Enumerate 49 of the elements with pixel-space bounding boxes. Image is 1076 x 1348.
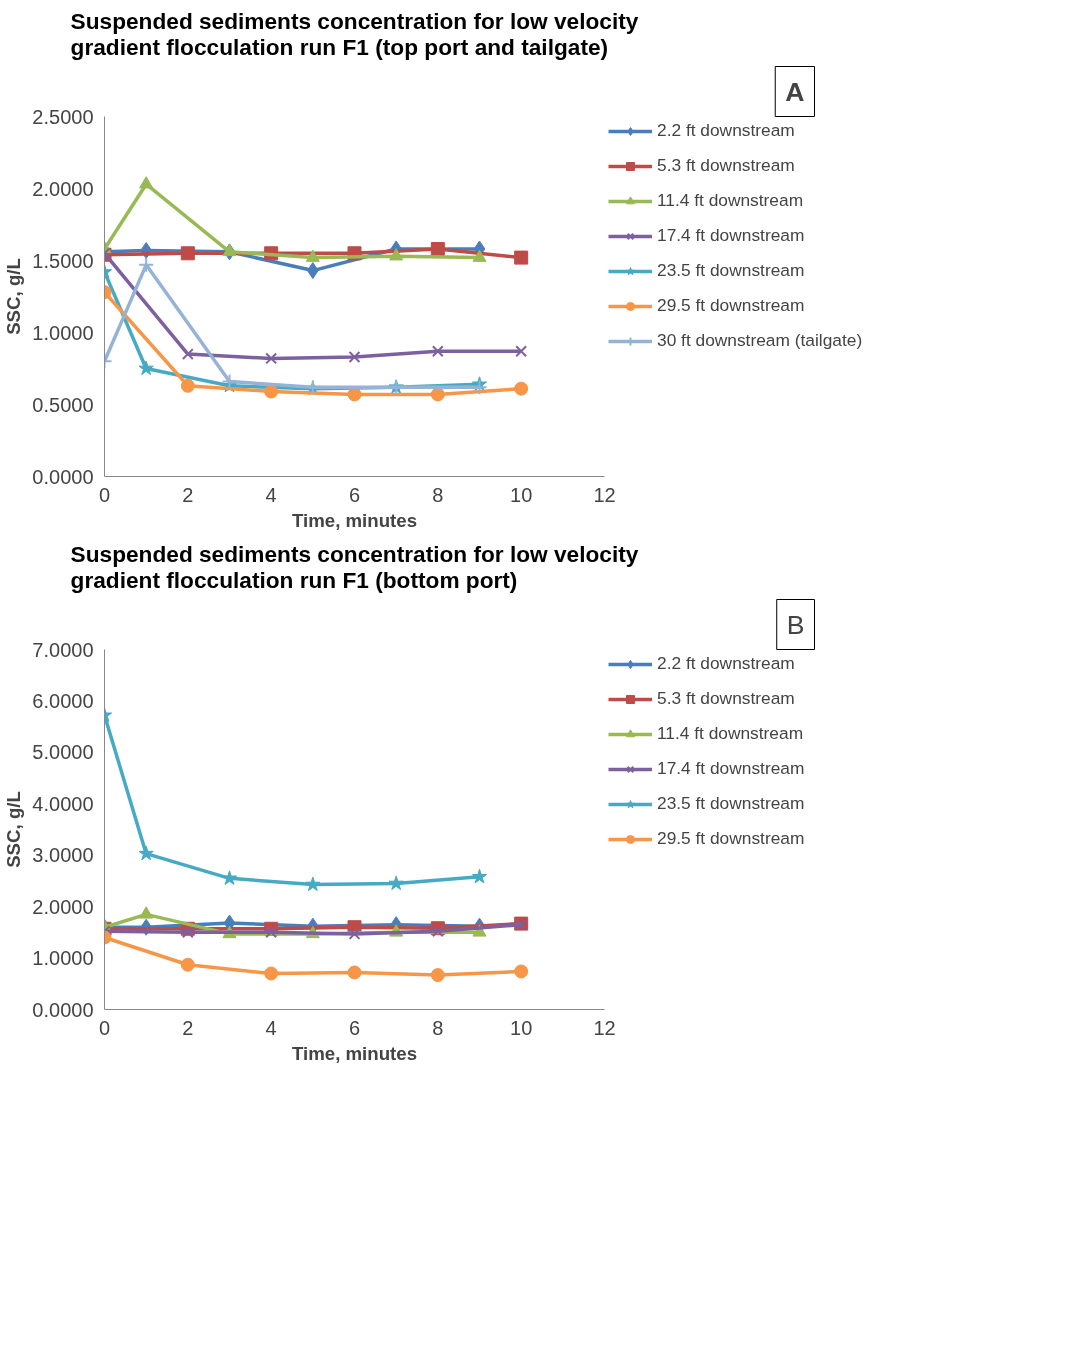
- text: A: [785, 76, 805, 107]
- legend-label: 17.4 ft downstream: [657, 225, 805, 246]
- y-axis-title: SSC, g/L: [3, 791, 25, 868]
- legend-label: 29.5 ft downstream: [657, 295, 805, 316]
- x-tick-label: 2: [182, 1016, 194, 1039]
- legend-label: 2.2 ft downstream: [657, 120, 795, 141]
- x-tick-label: 0: [98, 1016, 111, 1039]
- x-tick-label: 10: [510, 483, 533, 506]
- y-tick-label: 2.5000: [32, 105, 94, 128]
- y-tick-label: 3.0000: [32, 844, 94, 867]
- x-tick-label: 12: [593, 483, 616, 506]
- y-tick-label: 6.0000: [32, 689, 94, 712]
- chart-title: Suspended sediments concentration for low velocity gradient flocculation run F1 (top port and tailgate): [70, 7, 639, 60]
- y-tick-label: 4.0000: [32, 792, 94, 815]
- x-tick-label: 6: [348, 483, 361, 506]
- x-axis-title: Time, minutes: [291, 1042, 418, 1064]
- y-axis-title: SSC, g/L: [3, 258, 25, 335]
- x-tick-label: 2: [182, 483, 194, 506]
- y-tick-label: 7.0000: [32, 638, 94, 661]
- legend-label: 5.3 ft downstream: [657, 688, 795, 709]
- x-tick-label: 4: [265, 483, 277, 506]
- y-tick-label: 1.0000: [32, 947, 94, 970]
- x-tick-label: 0: [98, 483, 111, 506]
- y-tick-label: 2.0000: [32, 177, 94, 200]
- legend-label: 11.4 ft downstream: [657, 190, 804, 211]
- legend-label: 29.5 ft downstream: [657, 828, 805, 849]
- legend-label: 2.2 ft downstream: [657, 653, 795, 674]
- legend-label: 5.3 ft downstream: [657, 155, 795, 176]
- x-tick-label: 4: [265, 1016, 277, 1039]
- x-tick-label: 8: [432, 483, 444, 506]
- y-tick-label: 0.0000: [32, 998, 94, 1021]
- y-tick-label: 0.0000: [32, 465, 94, 488]
- legend-label: 17.4 ft downstream: [657, 758, 805, 779]
- legend-label: 23.5 ft downstream: [657, 260, 805, 281]
- x-tick-label: 10: [510, 1016, 533, 1039]
- x-tick-label: 8: [432, 1016, 444, 1039]
- x-axis-title: Time, minutes: [291, 509, 418, 531]
- y-tick-label: 2.0000: [32, 895, 94, 918]
- y-tick-label: 1.5000: [32, 249, 94, 272]
- text: B: [786, 609, 805, 640]
- x-tick-label: 6: [348, 1016, 361, 1039]
- y-tick-label: 0.5000: [32, 393, 94, 416]
- chart-title: Suspended sediments concentration for low velocity gradient flocculation run F1 (bottom port): [70, 540, 639, 593]
- y-tick-label: 5.0000: [32, 741, 94, 764]
- legend-label: 11.4 ft downstream: [657, 723, 804, 744]
- legend-label: 30 ft downstream (tailgate): [657, 330, 863, 351]
- legend-label: 23.5 ft downstream: [657, 793, 805, 814]
- y-tick-label: 1.0000: [32, 321, 94, 344]
- x-tick-label: 12: [593, 1016, 616, 1039]
